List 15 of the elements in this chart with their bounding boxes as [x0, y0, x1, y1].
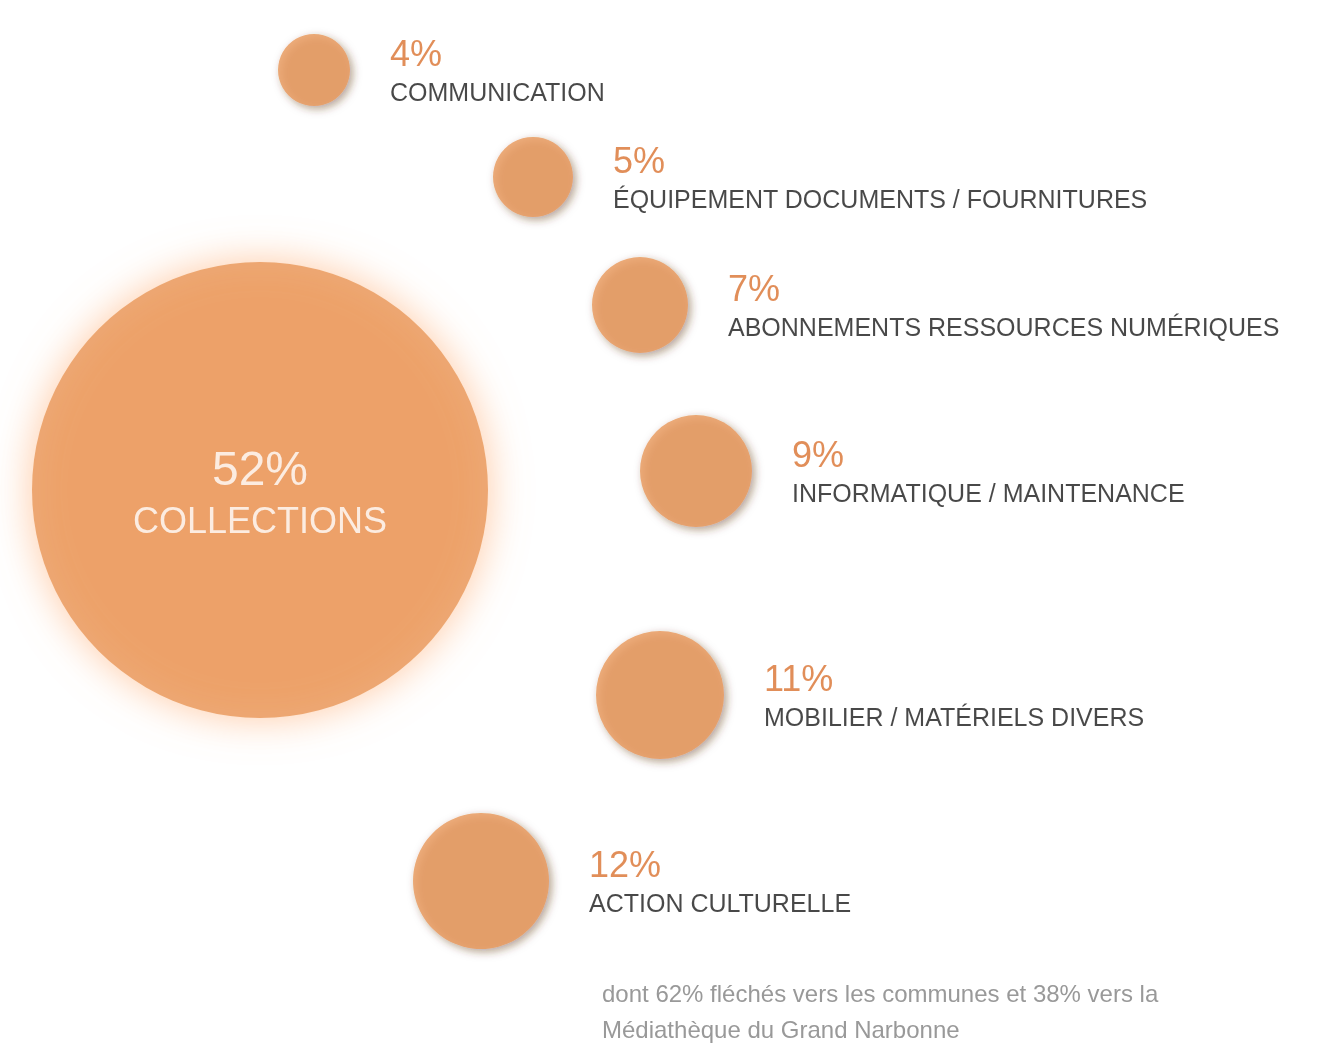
category-label: ABONNEMENTS RESSOURCES NUMÉRIQUES: [728, 313, 1280, 341]
category-label: COLLECTIONS: [132, 499, 388, 541]
data-label: 9%: [792, 433, 845, 475]
data-label: 4%: [390, 32, 443, 74]
text: dont 62% fléchés vers les communes et 38% vers la Médiathèque du Grand Narbonne: [602, 979, 1165, 1043]
category-label: MOBILIER / MATÉRIELS DIVERS: [764, 703, 1145, 731]
category-label: INFORMATIQUE / MAINTENANCE: [792, 479, 1185, 507]
data-label: 52%: [211, 441, 309, 495]
category-label: ÉQUIPEMENT DOCUMENTS / FOURNITURES: [613, 185, 1148, 213]
category-label: ACTION CULTURELLE: [589, 889, 852, 917]
data-label: 11%: [764, 657, 834, 699]
data-label: 7%: [728, 267, 781, 309]
data-label: 12%: [589, 843, 662, 885]
data-label: 5%: [613, 139, 666, 181]
category-label: COMMUNICATION: [390, 78, 605, 106]
